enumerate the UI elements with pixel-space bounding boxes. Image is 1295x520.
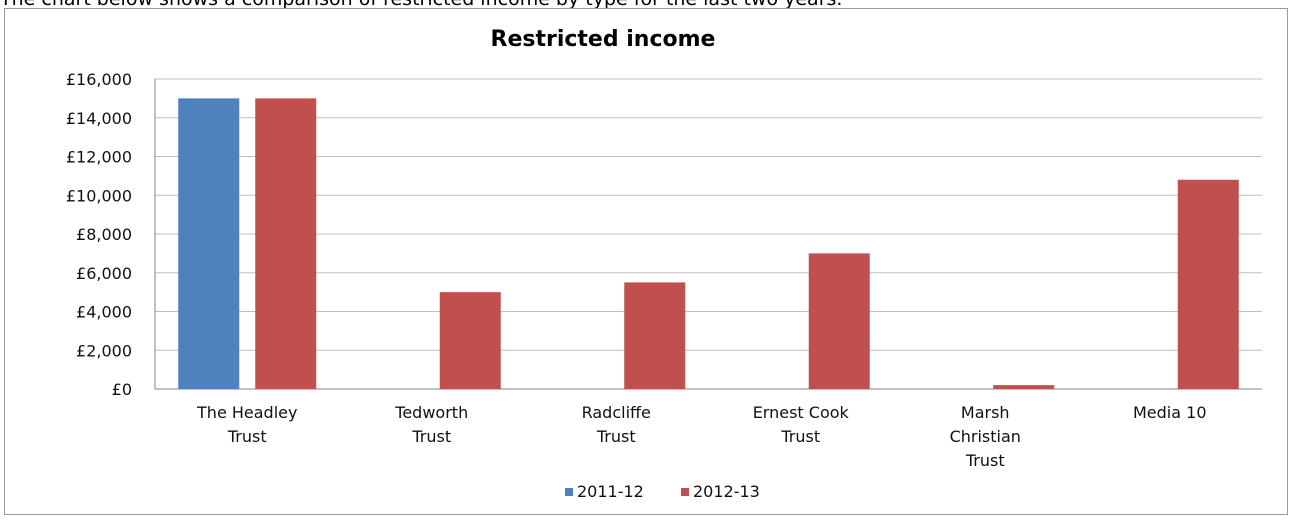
- legend-swatch: [565, 488, 573, 496]
- x-category-label: Tedworth Trust: [394, 403, 468, 446]
- bar-2012-13-0: [255, 98, 317, 389]
- x-category-label: Marsh Christian Trust: [950, 403, 1021, 470]
- bar-2012-13-4: [993, 385, 1055, 389]
- x-category-label: Ernest Cook Trust: [753, 403, 850, 446]
- y-tick-label: £2,000: [76, 341, 132, 360]
- y-tick-label: £12,000: [66, 148, 132, 167]
- intro-text: The chart below shows a comparison of re…: [0, 0, 842, 10]
- y-tick-label: £14,000: [66, 109, 132, 128]
- bar-2012-13-2: [624, 282, 686, 389]
- x-category-label: Radcliffe Trust: [582, 403, 651, 446]
- x-category-label: Media 10: [1133, 403, 1207, 422]
- y-tick-label: £6,000: [76, 264, 132, 283]
- bar-2012-13-3: [808, 253, 870, 389]
- legend-swatch: [681, 488, 689, 496]
- x-category-label: The Headley Trust: [196, 403, 297, 446]
- legend-label: 2011-12: [577, 482, 644, 501]
- bar-2012-13-1: [439, 292, 501, 389]
- legend-label: 2012-13: [693, 482, 760, 501]
- y-tick-label: £0: [112, 380, 132, 399]
- y-tick-label: £16,000: [66, 70, 132, 89]
- bar-2011-12-0: [178, 98, 240, 389]
- chart-title: Restricted income: [491, 27, 716, 52]
- bar-2012-13-5: [1177, 179, 1239, 389]
- y-tick-label: £10,000: [66, 186, 132, 205]
- y-tick-label: £8,000: [76, 225, 132, 244]
- y-tick-label: £4,000: [76, 303, 132, 322]
